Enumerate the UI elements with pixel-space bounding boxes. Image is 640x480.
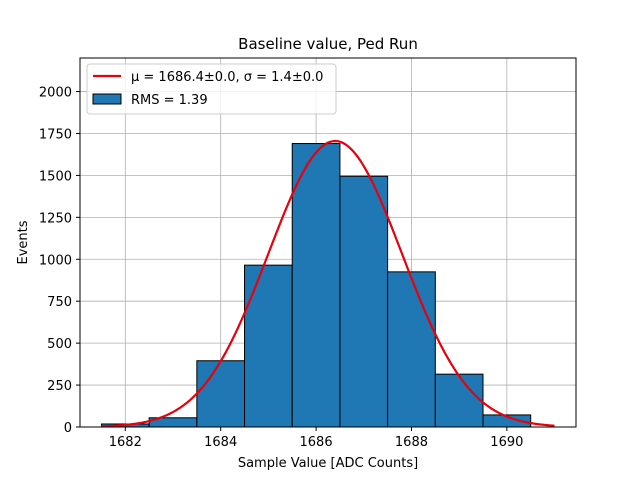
y-tick-label: 1000 xyxy=(39,253,72,268)
legend: μ = 1686.4±0.0, σ = 1.4±0.0 RMS = 1.39 xyxy=(86,63,337,115)
y-tick-label: 0 xyxy=(64,421,72,436)
histogram-bar xyxy=(196,360,246,428)
y-tick-label: 1250 xyxy=(39,211,72,226)
gaussian-fit-curve xyxy=(101,139,555,428)
histogram-bar xyxy=(387,271,436,428)
legend-fit-label: μ = 1686.4±0.0, σ = 1.4±0.0 xyxy=(131,70,323,85)
x-axis-label: Sample Value [ADC Counts] xyxy=(238,456,418,471)
y-tick-label: 750 xyxy=(47,295,72,310)
histogram-bars xyxy=(100,143,532,428)
legend-hist-swatch xyxy=(92,93,122,105)
x-axis-ticks: 1682 1684 1686 1688 1690 xyxy=(109,427,523,450)
legend-hist-label: RMS = 1.39 xyxy=(131,93,208,108)
plot-frame xyxy=(79,57,577,428)
y-tick-label: 250 xyxy=(47,379,72,394)
chart-title: Baseline value, Ped Run xyxy=(238,35,418,53)
x-tick-label: 1684 xyxy=(204,435,237,450)
histogram-bar xyxy=(291,143,341,428)
legend-box xyxy=(86,63,337,115)
x-tick-label: 1688 xyxy=(395,435,428,450)
y-axis-ticks: 0 250 500 750 1000 1250 1500 1750 2000 xyxy=(39,86,80,436)
fit-curve-layer xyxy=(101,139,555,428)
x-tick-label: 1690 xyxy=(490,435,523,450)
histogram-bar xyxy=(244,264,293,428)
y-axis-label: Events xyxy=(16,220,31,264)
histogram-bar xyxy=(434,373,484,428)
y-tick-label: 500 xyxy=(47,337,72,352)
y-tick-label: 2000 xyxy=(39,86,72,101)
x-tick-label: 1686 xyxy=(300,435,333,450)
y-tick-label: 1500 xyxy=(39,169,72,184)
x-tick-label: 1682 xyxy=(109,435,142,450)
histogram-bar xyxy=(339,175,389,428)
y-tick-label: 1750 xyxy=(39,127,72,142)
